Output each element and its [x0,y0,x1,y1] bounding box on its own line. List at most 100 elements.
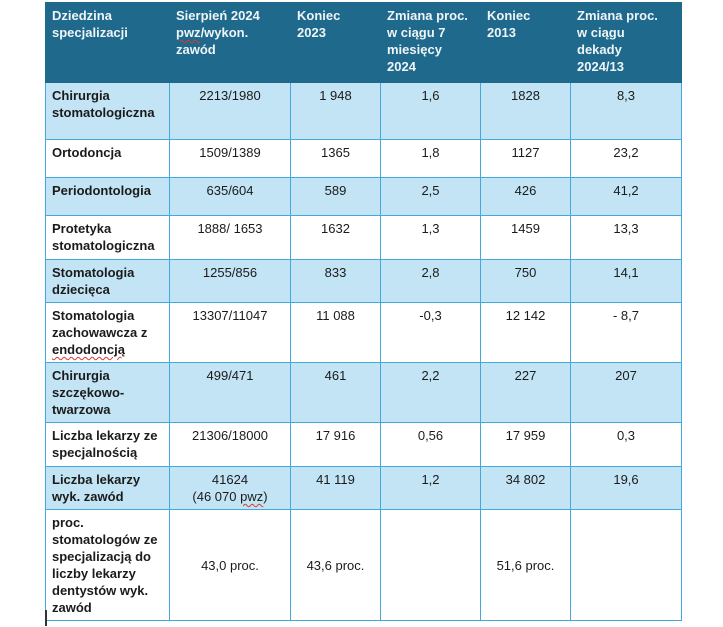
header-label: 2023 [297,25,326,40]
value-cell[interactable]: 207 [570,362,682,423]
value-cell[interactable]: 1828 [480,82,571,140]
value-cell[interactable]: 2,2 [380,362,481,423]
table-row: Stomatologia dziecięca 1255/856 833 2,8 … [45,259,682,303]
specializations-table: Dziedzina specjalizacji Sierpień 2024 pw… [45,2,682,621]
header-label: dekady [577,42,622,57]
value-line: (46 070 pwz) [176,488,284,505]
specialty-name-cell[interactable]: Protetyka stomatologiczna [45,215,170,260]
value-cell[interactable]: 51,6 proc. [480,509,571,621]
table-row: Periodontologia 635/604 589 2,5 426 41,2 [45,177,682,216]
value-cell[interactable]: 1,3 [380,215,481,260]
table-row: Stomatologia zachowawcza z endodoncją 13… [45,302,682,363]
header-label: Koniec [487,8,531,23]
value-cell[interactable]: 43,6 proc. [290,509,381,621]
specialty-name-cell[interactable]: Liczba lekarzy ze specjalnością [45,422,170,467]
specialty-name-cell[interactable]: Chirurgia stomatologiczna [45,82,170,140]
value-cell[interactable]: 41,2 [570,177,682,216]
value-text: ) [263,489,268,504]
table-row: proc. stomatologów ze specjalizacją do l… [45,509,682,621]
value-text: (46 070 [192,489,241,504]
table-row: Liczba lekarzy wyk. zawód 41624 (46 070 … [45,466,682,510]
value-cell[interactable] [570,509,682,621]
header-label: /wykon. [200,25,249,40]
value-cell[interactable]: 19,6 [570,466,682,510]
header-label: Dziedzina [52,8,112,23]
value-cell[interactable]: 1,8 [380,139,481,178]
value-cell[interactable]: - 8,7 [570,302,682,363]
value-cell[interactable]: 1127 [480,139,571,178]
value-cell[interactable]: 17 959 [480,422,571,467]
table-row: Chirurgia stomatologiczna 2213/1980 1 94… [45,82,682,140]
header-label: 2013 [487,25,516,40]
misspelled-word: pwz [176,25,201,40]
table-row: Ortodoncja 1509/1389 1365 1,8 1127 23,2 [45,139,682,178]
value-cell[interactable]: 14,1 [570,259,682,303]
value-cell[interactable]: 461 [290,362,381,423]
value-cell[interactable]: 13,3 [570,215,682,260]
header-label: Zmiana proc. [387,8,468,23]
value-cell[interactable]: 1 948 [290,82,381,140]
value-cell[interactable]: 0,56 [380,422,481,467]
specialty-name-cell[interactable]: Stomatologia dziecięca [45,259,170,303]
value-cell[interactable]: 23,2 [570,139,682,178]
header-cell-dziedzina[interactable]: Dziedzina specjalizacji [45,2,170,83]
header-cell-sierpien-2024[interactable]: Sierpień 2024 pwz/wykon. zawód [169,2,291,83]
value-cell[interactable]: 426 [480,177,571,216]
header-cell-koniec-2013[interactable]: Koniec 2013 [480,2,571,83]
value-cell[interactable]: 11 088 [290,302,381,363]
value-cell[interactable]: 1888/ 1653 [169,215,291,260]
value-cell[interactable]: 1255/856 [169,259,291,303]
header-label: 2024/13 [577,59,624,74]
specialty-name-cell[interactable]: Liczba lekarzy wyk. zawód [45,466,170,510]
header-label: Koniec [297,8,341,23]
value-cell[interactable]: 2,5 [380,177,481,216]
header-label: Sierpień 2024 [176,8,260,23]
value-cell[interactable]: 0,3 [570,422,682,467]
header-cell-zmiana-dekady[interactable]: Zmiana proc. w ciągu dekady 2024/13 [570,2,682,83]
value-cell[interactable]: 1365 [290,139,381,178]
text-cursor [45,610,47,626]
specialty-name-cell[interactable]: Chirurgia szczękowo-twarzowa [45,362,170,423]
specialty-name: Stomatologia zachowawcza z [52,308,148,340]
value-cell[interactable]: 1632 [290,215,381,260]
header-cell-koniec-2023[interactable]: Koniec 2023 [290,2,381,83]
value-cell[interactable]: 499/471 [169,362,291,423]
value-cell[interactable]: 43,0 proc. [169,509,291,621]
header-label: specjalizacji [52,25,128,40]
value-cell[interactable]: 1,2 [380,466,481,510]
specialty-name-cell[interactable]: Periodontologia [45,177,170,216]
value-cell[interactable]: 17 916 [290,422,381,467]
value-line: 41624 [211,472,249,487]
value-cell[interactable]: 13307/11047 [169,302,291,363]
value-cell[interactable]: 34 802 [480,466,571,510]
value-cell[interactable]: 589 [290,177,381,216]
value-cell[interactable]: 833 [290,259,381,303]
header-cell-zmiana-7-miesiecy[interactable]: Zmiana proc. w ciągu 7 miesięcy 2024 [380,2,481,83]
value-cell[interactable]: 12 142 [480,302,571,363]
value-cell[interactable]: 635/604 [169,177,291,216]
value-cell[interactable]: -0,3 [380,302,481,363]
value-cell[interactable]: 41 119 [290,466,381,510]
table-row: Chirurgia szczękowo-twarzowa 499/471 461… [45,362,682,423]
specialty-name-cell[interactable]: proc. stomatologów ze specjalizacją do l… [45,509,170,621]
value-cell[interactable]: 21306/18000 [169,422,291,467]
value-cell[interactable]: 8,3 [570,82,682,140]
value-cell[interactable]: 2213/1980 [169,82,291,140]
value-cell[interactable]: 750 [480,259,571,303]
header-label: Zmiana proc. [577,8,658,23]
value-cell[interactable]: 1459 [480,215,571,260]
value-cell[interactable]: 41624 (46 070 pwz) [169,466,291,510]
specialty-name-cell[interactable]: Ortodoncja [45,139,170,178]
value-cell[interactable] [380,509,481,621]
value-cell[interactable]: 2,8 [380,259,481,303]
value-cell[interactable]: 1509/1389 [169,139,291,178]
value-cell[interactable]: 227 [480,362,571,423]
header-label: miesięcy [387,42,442,57]
header-label: 2024 [387,59,416,74]
table-row: Protetyka stomatologiczna 1888/ 1653 163… [45,215,682,260]
specialty-name-cell[interactable]: Stomatologia zachowawcza z endodoncją [45,302,170,363]
value-cell[interactable]: 1,6 [380,82,481,140]
header-row: Dziedzina specjalizacji Sierpień 2024 pw… [45,2,682,83]
table-row: Liczba lekarzy ze specjalnością 21306/18… [45,422,682,467]
